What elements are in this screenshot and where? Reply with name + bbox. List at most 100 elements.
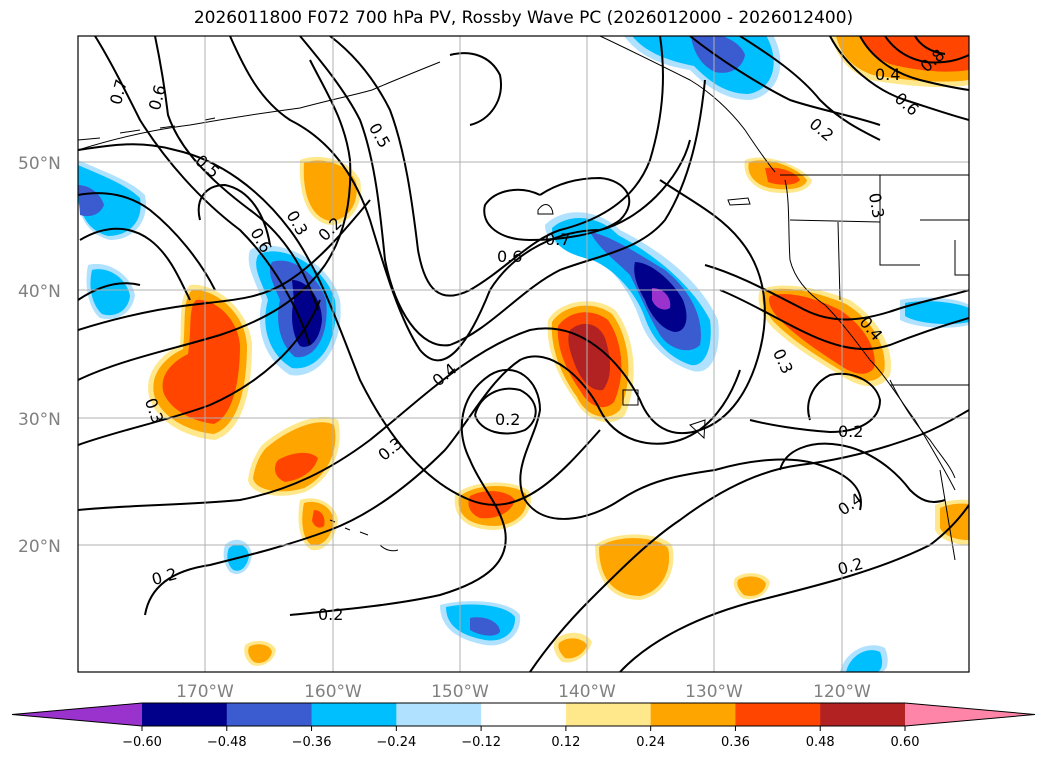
pv-contour-layer (78, 36, 969, 672)
pv-contour-line (619, 504, 969, 672)
colorbar-swatch (396, 703, 482, 726)
pv-contour-line (719, 289, 969, 351)
pv-contour-line (78, 59, 352, 381)
longitude-labels: 170°W 160°W 150°W 140°W 130°W 120°W (176, 682, 871, 702)
contour-label: 0.2 (495, 410, 520, 429)
colorbar-tick-label: −0.36 (292, 735, 332, 750)
latitude-labels: 50°N 40°N 30°N 20°N (18, 154, 61, 557)
pv-contour-line (689, 36, 881, 126)
pv-contour-line (144, 355, 741, 616)
pv-contour-line (704, 264, 969, 321)
positive-anomaly-region (162, 299, 240, 424)
negative-anomaly-region (905, 301, 969, 324)
latitude-label: 20°N (18, 537, 61, 557)
colorbar-swatch (226, 703, 313, 726)
negative-anomaly-region (470, 617, 500, 636)
colorbar-tick-label: −0.12 (461, 735, 501, 750)
pv-contour-line (299, 36, 706, 347)
colorbar-swatch (735, 703, 821, 726)
positive-anomaly-region (312, 510, 325, 528)
longitude-label: 150°W (431, 682, 489, 702)
colorbar-tick-label: −0.24 (376, 735, 416, 750)
positive-anomaly-region (248, 644, 272, 663)
positive-anomaly-region (769, 293, 875, 374)
positive-anomaly-region (558, 638, 587, 659)
longitude-label: 120°W (813, 682, 871, 702)
colorbar-tick-label: 0.48 (806, 735, 835, 750)
map-content: 0.7 0.6 0.5 0.5 0.3 0.2 0.6 0.3 0.7 0.6 … (78, 36, 969, 672)
positive-anomaly-region (765, 167, 800, 185)
pv-contour-line (829, 36, 969, 121)
pv-contour-line (779, 442, 946, 503)
pv-contour-line (78, 299, 321, 446)
colorbar-tick-label: 0.24 (636, 735, 665, 750)
negative-anomaly-region (652, 288, 671, 310)
colorbar-tick-label: 0.12 (551, 735, 580, 750)
seamount-outline (537, 204, 554, 215)
contour-label: 0.6 (497, 247, 522, 266)
seamount-outline (622, 389, 639, 406)
pv-contour-line (78, 143, 601, 506)
colorbar-tick-label: 0.36 (721, 735, 750, 750)
positive-anomaly-region (274, 452, 318, 482)
longitude-label: 140°W (558, 682, 616, 702)
pv-contour-line (78, 179, 766, 511)
aleutian-islands (78, 117, 216, 141)
pv-contour-line (884, 36, 969, 64)
pv-contour-line (449, 52, 502, 126)
colorbar-swatch (142, 703, 228, 726)
positive-anomaly-region (568, 323, 611, 391)
colorbar-swatch (820, 703, 906, 726)
pv-contour-line (749, 372, 882, 434)
pv-contour-line (94, 36, 311, 346)
negative-anomaly-region (846, 650, 883, 672)
colorbar-swatch (650, 703, 736, 726)
latitude-label: 30°N (18, 410, 61, 430)
longitude-label: 160°W (304, 682, 362, 702)
colorbar: −0.60 −0.48 −0.36 −0.24 −0.12 0.12 0.24 0.36 0.4… (11, 702, 1036, 750)
pv-contour-line (529, 409, 969, 672)
positive-anomaly-region (303, 160, 357, 221)
map-title: 2026011800 F072 700 hPa PV, Rossby Wave … (193, 8, 854, 28)
colorbar-tick-label: −0.48 (207, 735, 247, 750)
negative-anomaly-region (78, 185, 104, 217)
pv-contour-line (154, 36, 319, 311)
pv-contour-line (739, 36, 881, 141)
latitude-label: 40°N (18, 282, 61, 302)
positive-anomaly-region (737, 576, 766, 596)
pv-contour-line (78, 199, 371, 331)
contour-label: 0.3 (865, 191, 888, 219)
longitude-label: 130°W (685, 682, 743, 702)
seamount-outline (727, 197, 751, 206)
colorbar-tick-label: 0.60 (891, 735, 920, 750)
latitude-label: 50°N (18, 154, 61, 174)
negative-anomaly-region (292, 280, 322, 347)
colorbar-tick-label: −0.60 (122, 735, 162, 750)
pv-contour-line (483, 176, 631, 242)
colorbar-extend-min (12, 703, 142, 726)
contour-label: 0.4 (875, 65, 900, 84)
graticule (78, 36, 969, 672)
pv-contour-line (78, 282, 141, 301)
longitude-label: 170°W (176, 682, 234, 702)
colorbar-swatch (565, 703, 652, 726)
pv-contour-line (79, 227, 191, 301)
map-frame (77, 35, 970, 673)
pv-contour-line (289, 369, 862, 616)
contour-label: 0.2 (838, 422, 863, 441)
negative-anomaly-region (78, 165, 141, 236)
negative-anomaly-region (690, 36, 745, 73)
contour-label: 0.2 (318, 605, 343, 624)
positive-anomaly-region (599, 538, 670, 596)
contour-label: 0.7 (545, 230, 570, 249)
pv-contour-line (197, 183, 271, 246)
alaska-panhandle-coastline (599, 36, 776, 173)
pv-contour-line (329, 36, 664, 297)
pv-contour-line (859, 36, 969, 91)
state-borders (789, 175, 969, 301)
baja-california-coastline (889, 379, 956, 561)
pv-contour-line (474, 387, 537, 435)
colorbar-extend-max (905, 703, 1035, 726)
negative-anomaly-region (90, 269, 130, 316)
